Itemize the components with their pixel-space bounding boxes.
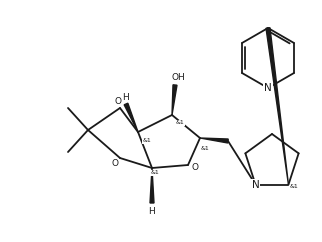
Polygon shape — [124, 103, 138, 132]
Text: OH: OH — [171, 73, 185, 82]
Text: &1: &1 — [290, 184, 299, 189]
Text: H: H — [123, 92, 129, 101]
Text: N: N — [264, 83, 272, 93]
Polygon shape — [266, 28, 289, 185]
Text: &1: &1 — [175, 121, 185, 126]
Polygon shape — [200, 138, 228, 143]
Text: O: O — [111, 159, 118, 168]
Text: &1: &1 — [143, 138, 151, 144]
Text: H: H — [149, 206, 156, 215]
Polygon shape — [150, 168, 154, 203]
Text: &1: &1 — [201, 145, 209, 151]
Polygon shape — [172, 85, 177, 115]
Text: &1: &1 — [151, 171, 159, 175]
Text: O: O — [192, 162, 198, 172]
Text: N: N — [252, 180, 260, 190]
Text: O: O — [115, 98, 121, 106]
